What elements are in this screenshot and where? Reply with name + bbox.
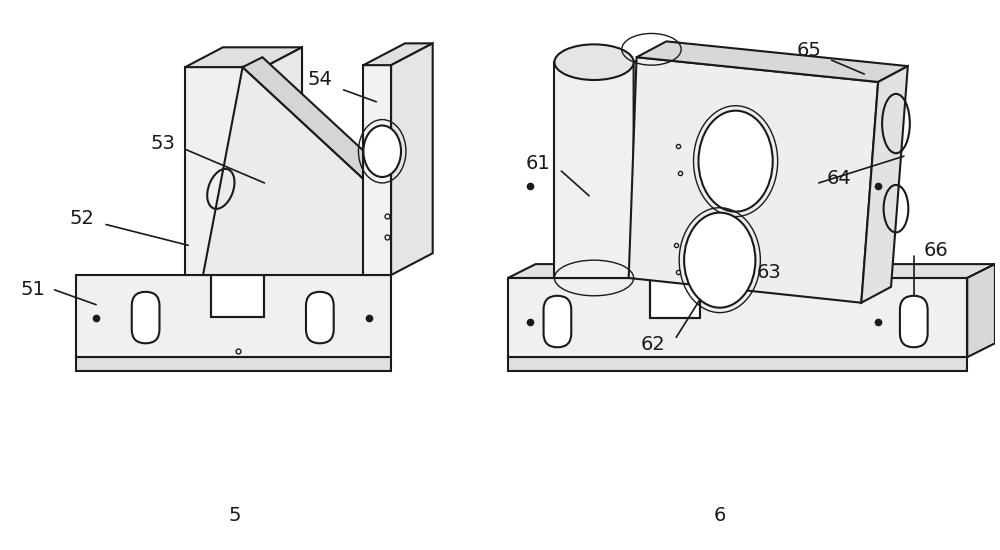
Polygon shape xyxy=(76,357,391,371)
Text: 61: 61 xyxy=(525,153,550,173)
Text: 53: 53 xyxy=(151,134,176,153)
Polygon shape xyxy=(554,62,634,278)
Polygon shape xyxy=(508,357,967,371)
FancyBboxPatch shape xyxy=(900,296,928,347)
Polygon shape xyxy=(967,264,995,357)
Polygon shape xyxy=(634,50,655,278)
FancyBboxPatch shape xyxy=(132,292,159,343)
Ellipse shape xyxy=(363,125,401,177)
Text: 66: 66 xyxy=(923,241,948,260)
Polygon shape xyxy=(629,57,878,303)
Polygon shape xyxy=(861,66,908,302)
Text: 65: 65 xyxy=(796,41,821,60)
Polygon shape xyxy=(185,47,302,67)
Polygon shape xyxy=(203,67,389,275)
Text: 5: 5 xyxy=(228,506,241,525)
Text: 62: 62 xyxy=(641,335,666,354)
Text: 6: 6 xyxy=(714,506,726,525)
Polygon shape xyxy=(391,43,433,275)
Polygon shape xyxy=(363,65,391,275)
Polygon shape xyxy=(508,264,995,278)
FancyBboxPatch shape xyxy=(306,292,334,343)
Text: 54: 54 xyxy=(307,70,332,90)
Polygon shape xyxy=(508,278,967,357)
Text: 63: 63 xyxy=(757,262,782,282)
Text: 51: 51 xyxy=(20,280,45,299)
Polygon shape xyxy=(211,275,264,317)
Text: 52: 52 xyxy=(70,209,95,228)
Ellipse shape xyxy=(684,213,755,307)
Polygon shape xyxy=(76,275,391,357)
Polygon shape xyxy=(243,57,409,203)
Polygon shape xyxy=(363,43,433,65)
Ellipse shape xyxy=(698,111,773,212)
Polygon shape xyxy=(366,193,409,275)
Ellipse shape xyxy=(554,45,634,80)
FancyBboxPatch shape xyxy=(544,296,571,347)
Polygon shape xyxy=(264,47,302,275)
Text: 64: 64 xyxy=(826,169,851,189)
Polygon shape xyxy=(185,67,264,275)
Polygon shape xyxy=(637,41,908,82)
Polygon shape xyxy=(650,278,700,317)
